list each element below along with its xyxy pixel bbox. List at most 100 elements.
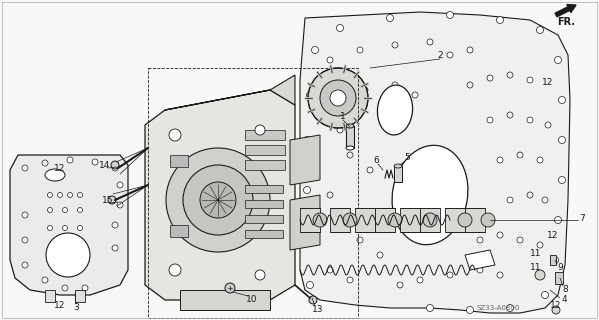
Bar bbox=[400, 208, 420, 232]
Circle shape bbox=[558, 177, 565, 183]
Circle shape bbox=[327, 267, 333, 273]
Circle shape bbox=[313, 213, 327, 227]
Circle shape bbox=[458, 213, 472, 227]
Circle shape bbox=[417, 277, 423, 283]
Circle shape bbox=[507, 197, 513, 203]
Circle shape bbox=[392, 82, 398, 88]
Circle shape bbox=[111, 161, 119, 169]
Bar bbox=[394, 166, 402, 182]
Bar bbox=[245, 145, 285, 155]
Bar bbox=[148, 68, 358, 318]
Bar bbox=[465, 208, 485, 232]
Circle shape bbox=[467, 307, 473, 314]
Circle shape bbox=[397, 282, 403, 288]
Circle shape bbox=[117, 182, 123, 188]
Polygon shape bbox=[165, 75, 295, 110]
Circle shape bbox=[308, 68, 368, 128]
Circle shape bbox=[47, 226, 53, 230]
Circle shape bbox=[357, 47, 363, 53]
Circle shape bbox=[309, 296, 317, 304]
Polygon shape bbox=[145, 90, 295, 300]
Text: 13: 13 bbox=[312, 306, 323, 315]
Circle shape bbox=[497, 157, 503, 163]
Text: 2: 2 bbox=[437, 51, 443, 60]
Circle shape bbox=[517, 152, 523, 158]
Circle shape bbox=[22, 237, 28, 243]
Circle shape bbox=[537, 157, 543, 163]
FancyArrow shape bbox=[555, 4, 576, 17]
Circle shape bbox=[555, 217, 561, 223]
Circle shape bbox=[67, 157, 73, 163]
Text: 5: 5 bbox=[404, 153, 410, 162]
Circle shape bbox=[62, 207, 68, 212]
Text: 3: 3 bbox=[73, 303, 79, 313]
Circle shape bbox=[412, 92, 418, 98]
Bar bbox=[170, 155, 188, 167]
Circle shape bbox=[541, 292, 549, 299]
Text: FR.: FR. bbox=[557, 17, 575, 27]
Polygon shape bbox=[75, 290, 85, 302]
Circle shape bbox=[357, 237, 363, 243]
Circle shape bbox=[446, 12, 453, 19]
Circle shape bbox=[77, 193, 83, 197]
Circle shape bbox=[307, 92, 313, 99]
Polygon shape bbox=[45, 290, 55, 302]
Circle shape bbox=[507, 305, 513, 311]
Circle shape bbox=[367, 167, 373, 173]
Circle shape bbox=[327, 192, 333, 198]
Circle shape bbox=[342, 212, 348, 218]
Bar bbox=[245, 200, 283, 208]
Circle shape bbox=[307, 282, 313, 289]
Bar bbox=[445, 208, 465, 232]
Circle shape bbox=[347, 277, 353, 283]
Circle shape bbox=[304, 137, 310, 143]
Ellipse shape bbox=[346, 124, 354, 128]
Circle shape bbox=[169, 264, 181, 276]
Circle shape bbox=[112, 165, 118, 171]
Circle shape bbox=[388, 213, 402, 227]
Circle shape bbox=[108, 196, 116, 204]
Bar bbox=[355, 208, 375, 232]
Circle shape bbox=[68, 193, 72, 197]
Circle shape bbox=[42, 160, 48, 166]
Bar bbox=[245, 215, 283, 223]
Ellipse shape bbox=[346, 146, 354, 150]
Circle shape bbox=[22, 212, 28, 218]
Circle shape bbox=[311, 46, 319, 53]
Circle shape bbox=[555, 57, 561, 63]
Bar bbox=[300, 208, 320, 232]
Text: 9: 9 bbox=[557, 263, 563, 273]
Circle shape bbox=[487, 117, 493, 123]
Polygon shape bbox=[290, 195, 320, 250]
Circle shape bbox=[386, 14, 394, 21]
Circle shape bbox=[183, 165, 253, 235]
Text: 12: 12 bbox=[55, 164, 66, 172]
Ellipse shape bbox=[45, 169, 65, 181]
Circle shape bbox=[542, 197, 548, 203]
Text: 11: 11 bbox=[530, 263, 541, 273]
Text: 11: 11 bbox=[530, 249, 541, 258]
Text: 4: 4 bbox=[561, 295, 567, 305]
Bar bbox=[245, 130, 285, 140]
Text: 6: 6 bbox=[373, 156, 379, 164]
Text: 12: 12 bbox=[550, 300, 562, 309]
Circle shape bbox=[58, 193, 62, 197]
Circle shape bbox=[477, 267, 483, 273]
Text: SZ33-A0800: SZ33-A0800 bbox=[476, 305, 520, 311]
Polygon shape bbox=[300, 12, 570, 313]
Circle shape bbox=[392, 42, 398, 48]
Text: 1: 1 bbox=[340, 111, 346, 121]
Circle shape bbox=[62, 285, 68, 291]
Circle shape bbox=[527, 192, 533, 198]
Circle shape bbox=[507, 72, 513, 78]
Circle shape bbox=[377, 252, 383, 258]
Circle shape bbox=[447, 272, 453, 278]
Circle shape bbox=[426, 305, 434, 311]
Circle shape bbox=[77, 226, 83, 230]
Text: 12: 12 bbox=[547, 230, 559, 239]
Circle shape bbox=[92, 159, 98, 165]
Polygon shape bbox=[180, 290, 270, 310]
Circle shape bbox=[169, 129, 181, 141]
Bar bbox=[170, 225, 188, 237]
Bar bbox=[245, 160, 285, 170]
